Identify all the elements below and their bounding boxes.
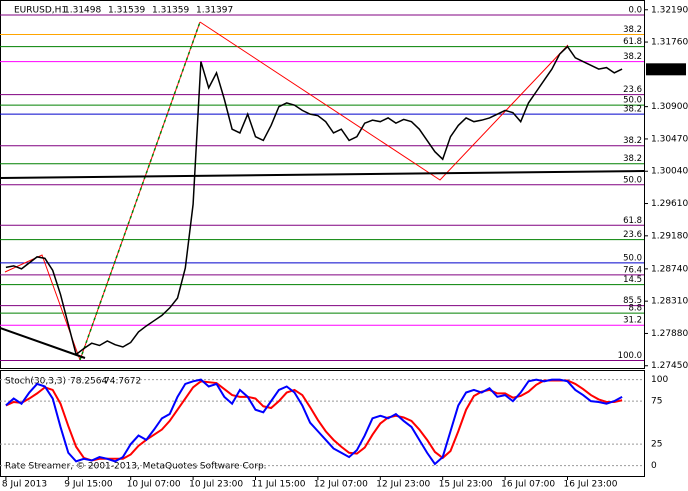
fib-label: 50.0 [623, 253, 642, 263]
header-value: 1.31539 [108, 6, 145, 16]
fib-label: 38.2 [623, 25, 642, 35]
x-tick-label: 16 Jul 23:00 [564, 480, 618, 490]
header-value: 1.31359 [152, 6, 189, 16]
stoch-main [5, 378, 623, 466]
y-tick-label: 1.27880 [651, 329, 688, 339]
stoch-main-last: 78.2564 [70, 377, 107, 387]
x-tick-label: 9 Jul 15:00 [64, 480, 113, 490]
fib-label: 100.0 [618, 351, 642, 361]
fib-label: 38.2 [623, 136, 642, 146]
fib-label: 38.2 [623, 52, 642, 62]
trend-line [0, 327, 86, 359]
x-tick-label: 10 Jul 07:00 [127, 480, 181, 490]
y-tick-label: 1.28740 [651, 264, 688, 274]
header-value: 1.31397 [196, 6, 233, 16]
zigzag [199, 21, 569, 181]
x-tick-label: 15 Jul 23:00 [439, 480, 493, 490]
x-tick-label: 11 Jul 15:00 [252, 480, 306, 490]
zigzag-dashed [79, 21, 201, 361]
y-tick-label: 1.29610 [651, 199, 688, 209]
fib-label: 23.6 [623, 85, 642, 95]
fib-label: 38.2 [623, 154, 642, 164]
fib-label: 61.8 [623, 216, 642, 226]
fib-label: 61.8 [623, 37, 642, 47]
x-tick-label: 12 Jul 07:00 [314, 480, 368, 490]
stoch-tick-label: 100 [651, 375, 668, 385]
x-tick-label: 16 Jul 07:00 [501, 480, 555, 490]
fib-label: 50.0 [623, 96, 642, 106]
stoch-tick-label: 25 [651, 440, 662, 450]
fib-label: 76.4 [623, 265, 642, 275]
price-line [5, 45, 623, 356]
fib-label: 8.8 [628, 304, 642, 314]
y-tick-label: 1.28310 [651, 297, 688, 307]
y-tick-label: 1.27450 [651, 361, 688, 371]
fib-label: 50.0 [623, 175, 642, 185]
last-price-box [646, 63, 686, 76]
stoch-tick-label: 0 [651, 461, 657, 471]
fib-label: 38.2 [623, 105, 642, 115]
last-price-label: 1.31397 [649, 65, 686, 75]
fib-label: 31.2 [623, 316, 642, 326]
y-tick-label: 1.29180 [651, 231, 688, 241]
fib-label: 23.6 [623, 230, 642, 240]
stoch-signal-last: 74.7672 [104, 377, 141, 387]
header-value: 1.31498 [64, 6, 101, 16]
x-tick-label: 10 Jul 23:00 [189, 480, 243, 490]
fib-label: 14.5 [623, 275, 642, 285]
x-tick-label: 12 Jul 23:00 [376, 480, 430, 490]
y-tick-label: 1.30900 [651, 102, 688, 112]
y-tick-label: 1.32190 [651, 5, 688, 15]
stoch-tick-label: 75 [651, 397, 662, 407]
footer: Rate Streamer, © 2001-2013, MetaQuotes S… [5, 462, 267, 472]
y-tick-label: 1.30040 [651, 167, 688, 177]
symbol-title: EURUSD,H1 [14, 6, 67, 16]
zigzag [4, 254, 81, 361]
y-tick-label: 1.31760 [651, 38, 688, 48]
trend-line [0, 170, 645, 179]
fib-label: 0.0 [628, 6, 642, 16]
stoch-title: Stoch(30,3,3) [5, 377, 66, 387]
fib-label: 85.5 [623, 296, 642, 306]
x-tick-label: 8 Jul 2013 [2, 480, 47, 490]
y-tick-label: 1.30470 [651, 134, 688, 144]
